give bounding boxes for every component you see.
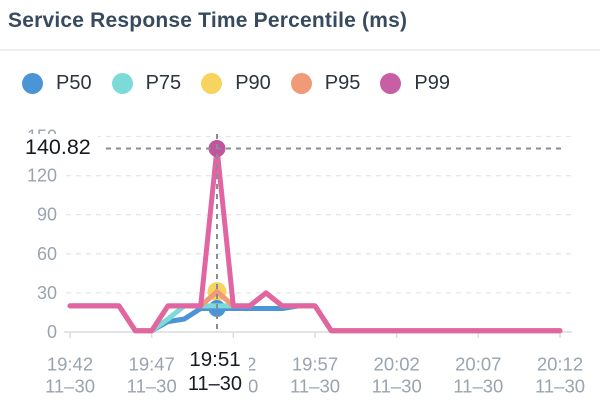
x-tick-date: 11–30 xyxy=(45,376,95,397)
x-tick-time: 20:07 xyxy=(455,354,501,375)
chart-title: Service Response Time Percentile (ms) xyxy=(8,9,408,32)
x-tick-date: 11–30 xyxy=(127,376,177,397)
x-tick-date: 11–30 xyxy=(535,376,585,397)
gridlines xyxy=(66,135,576,294)
tooltip-x-date: 11–30 xyxy=(187,373,243,395)
tooltip-x-time: 19:51 xyxy=(189,348,241,371)
tooltip-x-label: 19:51 11–30 xyxy=(181,346,249,400)
x-tick-date: 11–30 xyxy=(453,376,503,397)
x-axis-labels: 19:42 11–30 19:47 11–30 19:52 11–30 19:5… xyxy=(45,354,585,397)
x-tick-time: 19:57 xyxy=(292,354,338,375)
p90-legend-dot-icon xyxy=(201,73,223,94)
tooltip-value-label: 140.82 xyxy=(18,134,98,161)
legend-item-p75[interactable]: P75 xyxy=(111,72,182,95)
x-tick-date: 11–30 xyxy=(290,376,340,397)
x-tick-time: 20:02 xyxy=(374,354,420,375)
legend-item-p95[interactable]: P95 xyxy=(290,72,361,95)
legend-item-p99[interactable]: P99 xyxy=(380,72,450,95)
y-axis-labels: 150 120 90 60 30 0 xyxy=(27,127,57,343)
crosshair xyxy=(106,134,562,332)
p99-legend-dot-icon xyxy=(380,73,402,94)
chart-header: Service Response Time Percentile (ms) xyxy=(0,0,600,51)
x-tick-time: 20:12 xyxy=(537,354,583,375)
p75-legend-dot-icon xyxy=(111,73,133,94)
p50-legend-dot-icon xyxy=(22,73,43,94)
y-tick-90: 90 xyxy=(37,205,57,225)
legend-label-p99: P99 xyxy=(414,72,450,94)
legend-label-p75: P75 xyxy=(145,72,182,94)
legend-label-p95: P95 xyxy=(324,72,361,94)
x-tick-date: 11–30 xyxy=(372,376,422,397)
legend-label-p50: P50 xyxy=(56,72,92,94)
chart-legend: P50 P75 P90 P95 P99 xyxy=(22,72,450,95)
series-lines xyxy=(67,146,563,334)
y-tick-0: 0 xyxy=(47,322,57,342)
legend-item-p50[interactable]: P50 xyxy=(22,72,92,95)
x-tick-time: 19:47 xyxy=(129,354,175,375)
y-tick-30: 30 xyxy=(37,283,57,303)
y-tick-120: 120 xyxy=(27,166,57,186)
p95-legend-dot-icon xyxy=(290,73,312,94)
y-tick-60: 60 xyxy=(37,244,57,264)
legend-item-p90[interactable]: P90 xyxy=(201,72,271,95)
x-tick-time: 19:42 xyxy=(47,354,93,375)
legend-label-p90: P90 xyxy=(235,72,271,94)
